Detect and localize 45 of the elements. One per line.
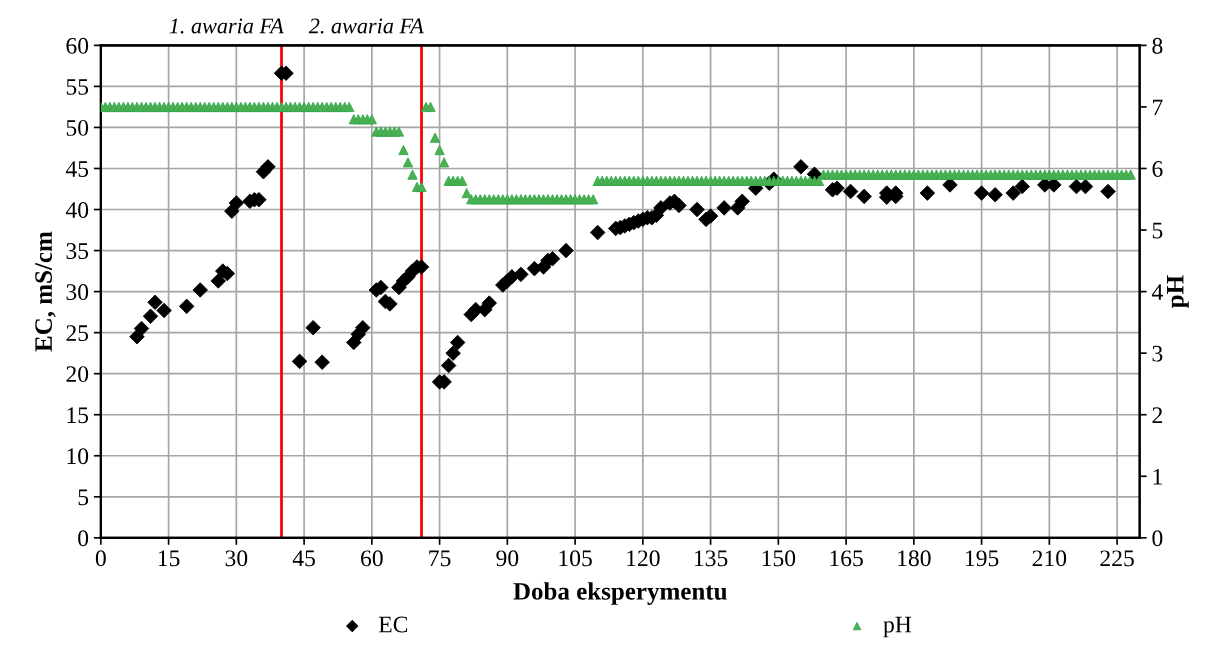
y-tick-label: 55 <box>66 79 89 95</box>
y-tick-label: 50 <box>66 119 89 136</box>
y-tick-label: 45 <box>65 161 89 177</box>
x-tick-label: 165 <box>830 550 863 567</box>
y2-tick-label: 7 <box>1153 99 1163 116</box>
ref-line-label: 1. awaria FA <box>169 18 284 34</box>
y-axis-title: EC, mS/cm <box>35 231 56 352</box>
y2-tick-label: 2 <box>1152 407 1162 423</box>
x-tick-label: 15 <box>158 550 180 567</box>
y-tick-label: 15 <box>67 407 89 424</box>
y-tick-label: 0 <box>78 530 89 547</box>
y2-tick-label: 0 <box>1152 530 1163 547</box>
x-tick-label: 195 <box>965 550 999 567</box>
x-tick-label: 75 <box>429 550 451 567</box>
x-tick-label: 135 <box>694 550 728 567</box>
ref-line-label: 2. awaria FA <box>308 18 424 34</box>
x-tick-label: 0 <box>95 550 106 567</box>
x-axis-title: Doba eksperymentu <box>513 582 727 605</box>
y-tick-label: 20 <box>66 366 89 383</box>
x-tick-label: 180 <box>898 550 931 567</box>
y2-tick-label: 3 <box>1152 345 1163 362</box>
y2-axis-title: pH <box>1167 275 1189 308</box>
y-tick-label: 30 <box>66 284 89 301</box>
legend-label: EC <box>378 616 408 633</box>
x-tick-label: 90 <box>496 550 519 567</box>
y2-tick-label: 8 <box>1152 37 1163 54</box>
legend-label: pH <box>883 616 912 638</box>
x-tick-label: 60 <box>361 550 383 567</box>
y-tick-label: 35 <box>66 243 89 259</box>
y-tick-label: 10 <box>67 448 89 465</box>
x-tick-label: 225 <box>1100 550 1134 567</box>
y2-tick-label: 1 <box>1153 468 1162 485</box>
x-tick-label: 150 <box>762 550 796 567</box>
y-tick-label: 40 <box>65 202 89 218</box>
y-tick-label: 25 <box>66 325 89 342</box>
x-tick-label: 30 <box>225 550 248 567</box>
x-tick-label: 120 <box>627 550 660 567</box>
y2-tick-label: 5 <box>1152 222 1163 239</box>
y-tick-label: 5 <box>78 489 89 506</box>
x-tick-label: 210 <box>1032 550 1067 567</box>
x-tick-label: 105 <box>559 550 592 567</box>
y-tick-label: 60 <box>66 37 89 54</box>
y2-tick-label: 4 <box>1151 284 1163 300</box>
x-tick-label: 45 <box>292 550 315 567</box>
y2-tick-label: 6 <box>1152 161 1163 177</box>
